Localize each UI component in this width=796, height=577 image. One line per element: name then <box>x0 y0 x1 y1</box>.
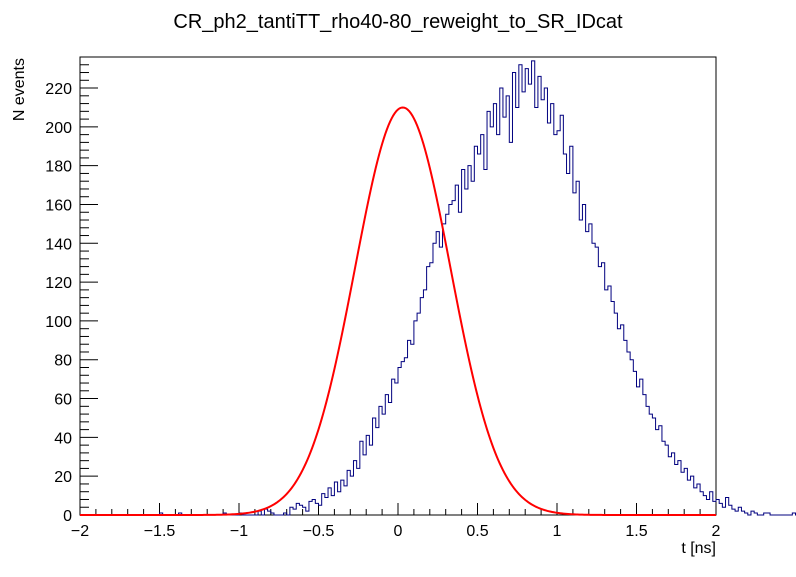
y-tick-label: 40 <box>54 430 72 447</box>
y-tick-label: 100 <box>45 314 72 331</box>
chart-title: CR_ph2_tantiTT_rho40-80_reweight_to_SR_I… <box>173 11 623 33</box>
x-tick-label: −0.5 <box>303 523 335 540</box>
x-tick-label: 1 <box>553 523 562 540</box>
y-tick-label: 120 <box>45 275 72 292</box>
x-tick-label: 2 <box>712 523 721 540</box>
y-tick-label: 140 <box>45 236 72 253</box>
x-axis-label: t [ns] <box>681 540 716 557</box>
y-tick-label: 60 <box>54 392 72 409</box>
y-axis-label: N events <box>11 58 28 121</box>
y-tick-label: 20 <box>54 469 72 486</box>
histogram-series <box>80 60 796 516</box>
plot-frame <box>79 56 717 516</box>
gaussian-fit-curve <box>80 106 716 516</box>
y-tick-label: 200 <box>45 120 72 137</box>
y-tick-label: 160 <box>45 197 72 214</box>
x-axis: −2 −1.5 −1 −0.5 0 0.5 1 1.5 2 <box>71 503 721 540</box>
x-tick-label: −2 <box>71 523 89 540</box>
x-tick-label: 0 <box>394 523 403 540</box>
x-tick-label: −1.5 <box>144 523 176 540</box>
y-tick-label: 180 <box>45 159 72 176</box>
x-tick-label: −1 <box>230 523 248 540</box>
x-tick-label: 0.5 <box>466 523 488 540</box>
y-tick-label: 80 <box>54 353 72 370</box>
y-tick-label: 0 <box>63 508 72 525</box>
y-tick-label: 220 <box>45 81 72 98</box>
x-tick-label: 1.5 <box>625 523 647 540</box>
y-axis: 0 20 40 60 80 100 120 140 160 180 200 220 <box>45 56 98 525</box>
